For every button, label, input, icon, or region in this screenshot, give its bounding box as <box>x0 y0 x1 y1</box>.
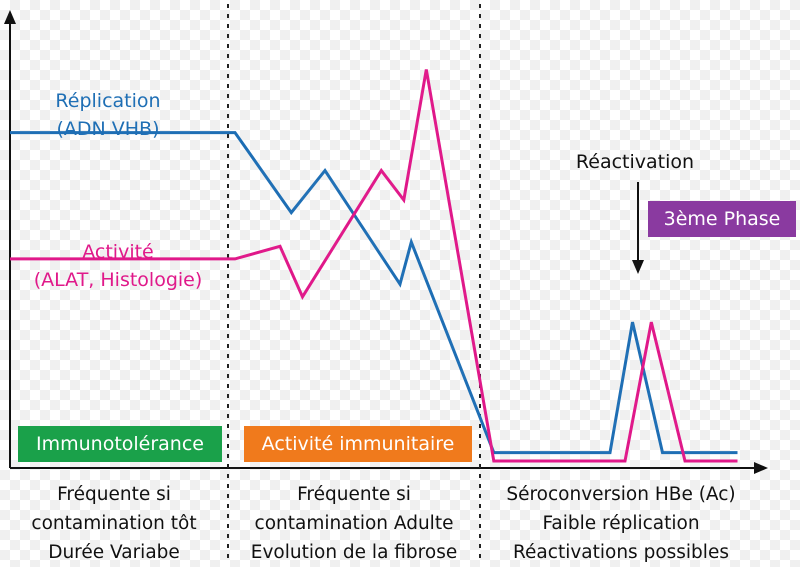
phase-badge-immunotolerance: Immunotolérance <box>18 426 222 462</box>
axes <box>4 10 768 474</box>
annotation-reactivation: Réactivation <box>575 151 695 173</box>
phase-badge-3eme-phase: 3ème Phase <box>648 201 796 237</box>
series-label-activite: Activité (ALAT, Histologie) <box>33 241 203 291</box>
phase-desc-3: Séroconversion HBe (Ac) Faible réplicati… <box>506 484 736 563</box>
series-label-replication: Réplication (ADN VHB) <box>55 90 161 140</box>
annotation-arrow-head <box>632 260 644 274</box>
series-lines <box>10 69 738 463</box>
phase-desc-2: Fréquente si contamination Adulte Evolut… <box>250 484 458 563</box>
series-line-activite <box>10 69 738 463</box>
annotation-arrow <box>632 182 644 274</box>
phase-dividers <box>227 4 481 563</box>
phase-badge-activite-immunitaire: Activité immunitaire <box>244 426 472 462</box>
x-axis-arrow <box>754 462 768 474</box>
y-axis-arrow <box>4 10 16 24</box>
phase-desc-1: Fréquente si contamination tôt Durée Var… <box>31 484 197 563</box>
